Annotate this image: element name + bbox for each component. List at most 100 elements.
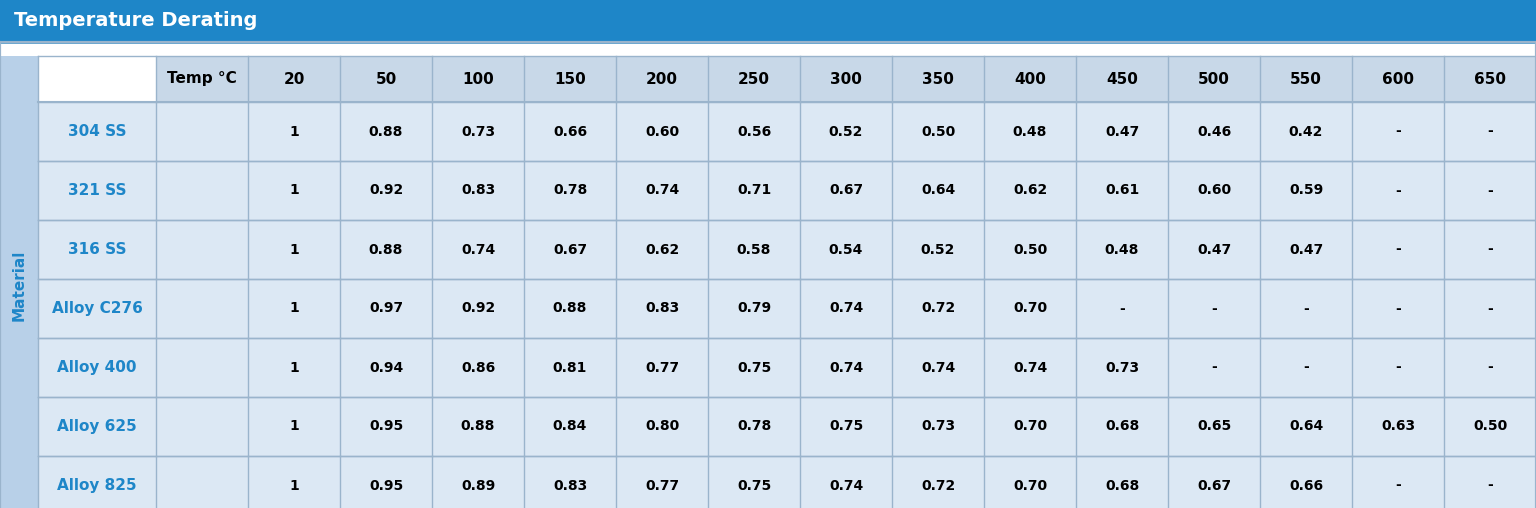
Text: 650: 650	[1475, 72, 1505, 86]
Text: 1: 1	[289, 361, 300, 374]
Text: -: -	[1487, 361, 1493, 374]
Text: 1: 1	[289, 479, 300, 492]
Text: 0.66: 0.66	[553, 124, 587, 139]
Text: 0.88: 0.88	[369, 242, 402, 257]
Bar	[38, 279, 1536, 338]
Text: 0.70: 0.70	[1012, 302, 1048, 315]
Text: 1: 1	[289, 302, 300, 315]
Text: 1: 1	[289, 124, 300, 139]
Text: 0.62: 0.62	[1012, 183, 1048, 198]
Text: 0.50: 0.50	[1012, 242, 1048, 257]
Bar	[0, 56, 38, 508]
Text: 0.54: 0.54	[829, 242, 863, 257]
Text: 0.74: 0.74	[922, 361, 955, 374]
Text: -: -	[1395, 183, 1401, 198]
Bar	[157, 56, 1536, 102]
Text: 316 SS: 316 SS	[68, 242, 126, 257]
Text: -: -	[1395, 479, 1401, 492]
Text: 0.83: 0.83	[553, 479, 587, 492]
Text: 0.56: 0.56	[737, 124, 771, 139]
Text: -: -	[1487, 124, 1493, 139]
Text: Material: Material	[11, 250, 26, 321]
Text: 0.59: 0.59	[1289, 183, 1322, 198]
Text: 0.73: 0.73	[922, 420, 955, 433]
Text: 1: 1	[289, 242, 300, 257]
Text: 0.88: 0.88	[553, 302, 587, 315]
Bar	[38, 102, 1536, 161]
Text: 0.72: 0.72	[922, 479, 955, 492]
Text: 0.48: 0.48	[1104, 242, 1140, 257]
Text: 400: 400	[1014, 72, 1046, 86]
Text: 0.50: 0.50	[922, 124, 955, 139]
Text: 0.74: 0.74	[829, 361, 863, 374]
Text: 0.68: 0.68	[1104, 420, 1140, 433]
Text: 0.64: 0.64	[1289, 420, 1322, 433]
Text: 0.95: 0.95	[369, 479, 402, 492]
Text: 0.60: 0.60	[645, 124, 679, 139]
Text: 350: 350	[922, 72, 954, 86]
Text: 0.52: 0.52	[829, 124, 863, 139]
Text: 0.58: 0.58	[737, 242, 771, 257]
Text: 0.68: 0.68	[1104, 479, 1140, 492]
Text: 600: 600	[1382, 72, 1415, 86]
Text: 200: 200	[647, 72, 677, 86]
Text: 300: 300	[829, 72, 862, 86]
Text: 0.72: 0.72	[922, 302, 955, 315]
Text: 0.48: 0.48	[1012, 124, 1048, 139]
Text: 0.95: 0.95	[369, 420, 402, 433]
Text: 0.75: 0.75	[737, 361, 771, 374]
Text: 0.64: 0.64	[922, 183, 955, 198]
Text: 0.80: 0.80	[645, 420, 679, 433]
Text: 0.89: 0.89	[461, 479, 495, 492]
Text: 0.46: 0.46	[1197, 124, 1232, 139]
Text: -: -	[1210, 361, 1217, 374]
Text: -: -	[1395, 242, 1401, 257]
Bar	[0, 0, 1536, 42]
Text: -: -	[1303, 361, 1309, 374]
Text: 250: 250	[737, 72, 770, 86]
Text: 1: 1	[289, 183, 300, 198]
Text: -: -	[1395, 124, 1401, 139]
Text: 0.74: 0.74	[645, 183, 679, 198]
Text: 0.92: 0.92	[369, 183, 402, 198]
Text: 500: 500	[1198, 72, 1230, 86]
Text: 0.70: 0.70	[1012, 420, 1048, 433]
Text: 0.92: 0.92	[461, 302, 495, 315]
Text: -: -	[1487, 242, 1493, 257]
Text: 0.83: 0.83	[461, 183, 495, 198]
Bar	[38, 220, 1536, 279]
Text: 0.78: 0.78	[737, 420, 771, 433]
Text: 0.74: 0.74	[1012, 361, 1048, 374]
Text: -: -	[1395, 361, 1401, 374]
Text: 0.88: 0.88	[461, 420, 495, 433]
Text: 0.83: 0.83	[645, 302, 679, 315]
Text: 0.78: 0.78	[553, 183, 587, 198]
Text: 0.74: 0.74	[829, 479, 863, 492]
Text: 0.52: 0.52	[920, 242, 955, 257]
Text: 0.71: 0.71	[737, 183, 771, 198]
Text: 0.65: 0.65	[1197, 420, 1232, 433]
Text: 450: 450	[1106, 72, 1138, 86]
Text: 0.67: 0.67	[829, 183, 863, 198]
Text: 50: 50	[375, 72, 396, 86]
Text: Alloy C276: Alloy C276	[52, 301, 143, 316]
Text: 0.84: 0.84	[553, 420, 587, 433]
Text: 0.67: 0.67	[1197, 479, 1230, 492]
Text: 321 SS: 321 SS	[68, 183, 126, 198]
Text: Temp °C: Temp °C	[167, 72, 237, 86]
Text: 0.66: 0.66	[1289, 479, 1322, 492]
Text: -: -	[1487, 183, 1493, 198]
Text: 0.75: 0.75	[737, 479, 771, 492]
Text: 0.47: 0.47	[1104, 124, 1140, 139]
Text: -: -	[1395, 302, 1401, 315]
Text: Alloy 625: Alloy 625	[57, 419, 137, 434]
Bar	[38, 456, 1536, 508]
Text: -: -	[1120, 302, 1124, 315]
Text: 550: 550	[1290, 72, 1322, 86]
Text: 0.70: 0.70	[1012, 479, 1048, 492]
Text: 0.88: 0.88	[369, 124, 402, 139]
Text: 0.77: 0.77	[645, 361, 679, 374]
Text: -: -	[1210, 302, 1217, 315]
Text: 1: 1	[289, 420, 300, 433]
Text: 0.74: 0.74	[829, 302, 863, 315]
